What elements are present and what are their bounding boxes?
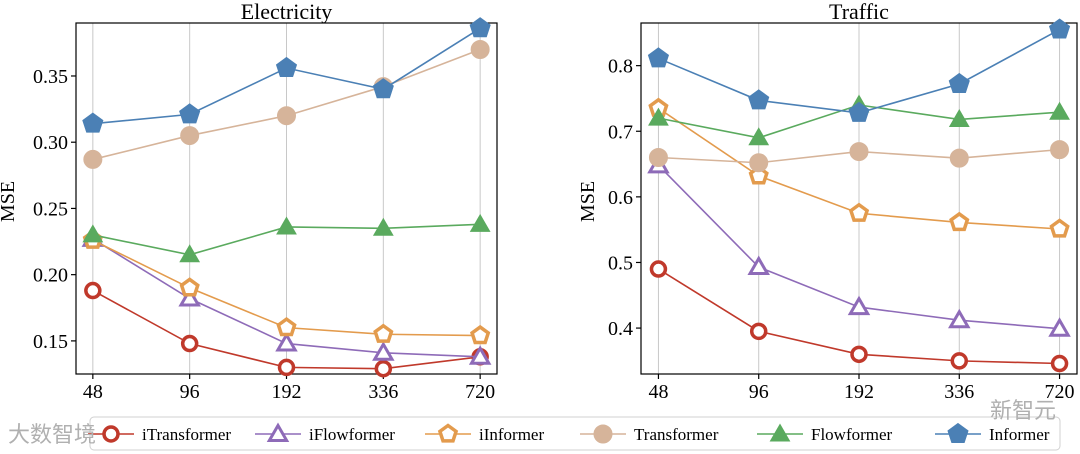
- legend-marker-transformer: [593, 424, 613, 444]
- y-tick-label: 0.5: [608, 252, 633, 274]
- legend-label-informer: Informer: [989, 425, 1050, 444]
- point-iflowformer-336: [948, 308, 971, 329]
- y-tick-label: 0.7: [608, 121, 633, 143]
- x-tick-label: 192: [272, 381, 302, 403]
- y-tick-label: 0.25: [33, 198, 68, 220]
- point-iinformer-720: [470, 324, 491, 345]
- point-iflowformer-96: [747, 255, 770, 276]
- point-informer-48: [82, 112, 104, 133]
- legend-marker-iflowformer: [266, 422, 290, 442]
- x-tick-label: 192: [844, 381, 874, 403]
- point-itransformer-96: [180, 334, 199, 353]
- point-transformer-192: [277, 106, 296, 126]
- point-itransformer-192: [277, 358, 296, 377]
- y-tick-label: 0.20: [33, 265, 68, 287]
- legend-label-itransformer: iTransformer: [142, 425, 231, 444]
- x-tick-label: 720: [1045, 381, 1075, 403]
- y-tick-label: 0.15: [33, 331, 68, 353]
- point-iflowformer-192: [847, 295, 871, 316]
- x-tick-label: 48: [648, 381, 668, 403]
- point-flowformer-720: [1049, 101, 1070, 120]
- legend-marker-iinformer: [437, 423, 459, 443]
- point-informer-720: [469, 17, 491, 38]
- point-flowformer-720: [469, 213, 491, 232]
- legend-marker-informer: [947, 422, 969, 443]
- y-tick-label: 0.6: [608, 187, 633, 209]
- y-tick-label: 0.30: [33, 132, 68, 154]
- point-itransformer-96: [749, 322, 768, 341]
- point-flowformer-336: [948, 108, 970, 127]
- point-flowformer-192: [276, 216, 297, 235]
- x-tick-label: 96: [749, 381, 769, 403]
- point-transformer-48: [83, 149, 103, 169]
- electricity-panel: Electricity MSE 0.15 0.20 0.25 0.30 0.35 48 96 19…: [0, 0, 498, 403]
- y-tick-label: 0.35: [33, 66, 68, 88]
- point-iflowformer-720: [1048, 317, 1071, 337]
- point-informer-192: [275, 56, 298, 78]
- point-transformer-48: [648, 147, 668, 167]
- x-tick-label: 96: [180, 381, 200, 403]
- point-iflowformer-720: [468, 345, 492, 365]
- x-tick-label: 336: [944, 381, 974, 403]
- point-iinformer-96: [179, 277, 200, 297]
- y-tick-label: 0.8: [608, 56, 633, 78]
- point-itransformer-336: [950, 352, 969, 370]
- legend-box: [89, 416, 1061, 451]
- legend-label-iinformer: iInformer: [479, 425, 544, 444]
- point-iinformer-336: [949, 211, 970, 232]
- point-informer-336: [372, 78, 394, 99]
- chart-title: Electricity: [241, 0, 333, 24]
- point-flowformer-48: [648, 107, 669, 126]
- point-iflowformer-96: [178, 286, 201, 307]
- point-flowformer-48: [82, 224, 104, 243]
- point-iinformer-336: [373, 323, 394, 343]
- watermark-right: 新智元: [990, 399, 1056, 424]
- point-informer-48: [647, 47, 670, 68]
- y-tick-label: 0.4: [608, 318, 633, 340]
- legend: iTransformer iFlowformer iInformer Transfor…: [88, 416, 1061, 451]
- point-informer-336: [948, 72, 970, 94]
- point-transformer-720: [470, 39, 490, 59]
- point-transformer-96: [749, 153, 769, 173]
- point-iinformer-192: [848, 202, 870, 222]
- x-tick-label: 336: [368, 381, 398, 403]
- point-transformer-720: [1050, 140, 1070, 160]
- point-informer-192: [848, 101, 870, 122]
- point-flowformer-96: [179, 244, 201, 263]
- traffic-panel: Traffic MSE 0.4 0.5 0.6 0.7 0.8 48 96 192 336 720: [577, 0, 1078, 403]
- chart-title: Traffic: [829, 0, 889, 24]
- point-iflowformer-192: [275, 332, 298, 352]
- watermarks: 大数智境 新智元: [8, 399, 1056, 448]
- point-itransformer-48: [649, 260, 668, 278]
- legend-marker-flowformer: [769, 423, 791, 442]
- legend-label-flowformer: Flowformer: [811, 425, 893, 444]
- point-itransformer-192: [850, 345, 868, 364]
- point-itransformer-48: [84, 281, 102, 300]
- point-iinformer-720: [1049, 218, 1070, 238]
- point-itransformer-720: [1050, 354, 1069, 373]
- point-iflowformer-336: [372, 341, 395, 361]
- y-axis-label: MSE: [577, 181, 599, 222]
- point-informer-96: [748, 89, 770, 110]
- point-informer-720: [1048, 18, 1071, 39]
- point-informer-96: [179, 103, 201, 124]
- legend-label-iflowformer: iFlowformer: [309, 425, 395, 444]
- legend-marker-itransformer: [102, 425, 120, 443]
- watermark-left: 大数智境: [8, 423, 96, 448]
- point-flowformer-96: [748, 127, 770, 146]
- point-transformer-336: [949, 148, 969, 168]
- x-tick-label: 48: [83, 381, 103, 403]
- point-flowformer-336: [372, 217, 394, 236]
- point-iinformer-192: [276, 316, 297, 337]
- point-transformer-96: [180, 126, 200, 146]
- x-tick-label: 720: [465, 381, 495, 403]
- legend-label-transformer: Transformer: [634, 425, 719, 444]
- point-itransformer-336: [374, 359, 393, 378]
- y-axis-label: MSE: [0, 181, 19, 222]
- point-transformer-192: [849, 142, 869, 162]
